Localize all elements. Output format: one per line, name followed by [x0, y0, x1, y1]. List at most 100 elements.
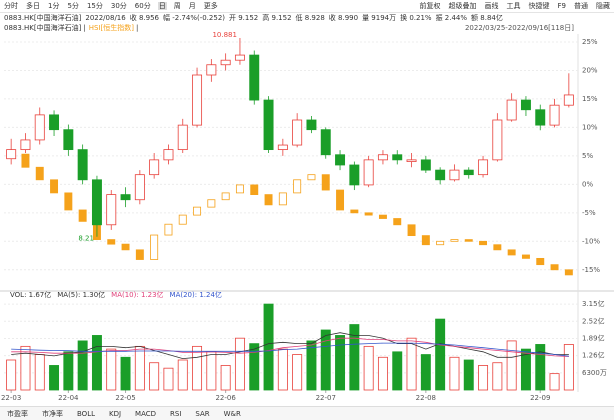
compare-candle [436, 240, 445, 246]
candle-body [420, 159, 431, 171]
candle-body [106, 194, 117, 226]
candle-body [163, 149, 174, 161]
tool-button[interactable]: 快捷键 [528, 2, 550, 10]
compare-candle [364, 212, 373, 216]
volume-bar [535, 344, 546, 391]
tool-button[interactable]: 工具 [506, 2, 521, 10]
volume-bar [549, 373, 560, 391]
candle-body [49, 114, 60, 131]
candle-body [91, 179, 102, 226]
info-line: 0883.HK[中国海洋石油] 2022/08/16 收 8.956 幅 -2.74%… [0, 13, 614, 23]
info-item: 2022/08/16 [85, 14, 126, 22]
readout: MA(20): 1.24亿 [170, 290, 222, 299]
candle-body [63, 129, 74, 151]
compare-candle [50, 179, 59, 194]
info-item: 幅 -2.74%(-0.252) [162, 14, 225, 22]
compare-candle [507, 249, 516, 256]
candle-body [535, 109, 546, 126]
legend-compare[interactable]: HSI[恒生指数] [88, 24, 134, 32]
tool-button[interactable]: 普通 [574, 2, 588, 10]
candle-body [563, 94, 574, 106]
volume-bar [206, 351, 217, 391]
period-tab[interactable]: 60分 [134, 2, 151, 10]
tool-button[interactable]: 超级叠加 [448, 2, 477, 10]
period-tab[interactable]: 30分 [110, 2, 127, 10]
tool-button[interactable]: F9 [557, 2, 566, 10]
tool-button[interactable]: 前复权 [419, 2, 441, 10]
period-tab[interactable]: 周 [173, 2, 181, 10]
info-item: 振 2.44% [435, 14, 468, 22]
indicator-tab[interactable]: SAR [195, 409, 210, 418]
tools: 前复权 超级叠加 画线 工具 快捷键 F9 普通 隐藏 [416, 1, 614, 11]
candle-body [20, 139, 31, 151]
volume-bar [420, 354, 431, 391]
volume-bar [478, 365, 489, 391]
volume-bar [234, 337, 245, 391]
compare-candle [521, 254, 530, 259]
indicator-tab[interactable]: 市净率 [42, 409, 63, 418]
period-tab[interactable]: 日 [157, 2, 167, 10]
volume-bar [406, 337, 417, 391]
period-tab[interactable]: 分时 [4, 2, 18, 10]
candle-body [377, 154, 388, 161]
period-tab[interactable]: 多日 [26, 2, 40, 10]
compare-candle [550, 264, 559, 271]
volume-bar [363, 345, 374, 391]
period-tab[interactable]: 月 [188, 2, 196, 10]
period-tab[interactable]: 更多 [203, 2, 218, 10]
compare-candle [64, 192, 73, 211]
volume-bar [349, 324, 360, 391]
volume-bar [6, 359, 17, 391]
candle-body [192, 74, 203, 126]
compare-candle [564, 269, 573, 276]
y-tick-label: 20% [582, 66, 598, 74]
readout: VOL: 1.67亿 [10, 290, 51, 299]
ma-line [11, 332, 569, 360]
candle-body [134, 174, 145, 201]
volume-bar [292, 354, 303, 391]
indicator-tab[interactable]: 市盈率 [7, 409, 28, 418]
candle-body [520, 99, 531, 111]
x-tick-label: 22-06 [215, 394, 236, 402]
separator: | [135, 24, 139, 32]
separator: | [83, 24, 86, 32]
indicator-tab[interactable]: RSI [170, 409, 182, 418]
period-tab[interactable]: 5分 [67, 2, 79, 10]
chart: 25% 20% 15% 10% 5% 0% -5% -10% -15% 10.881 8.21 VOL… [0, 31, 614, 402]
compare-candle [121, 243, 130, 251]
volume-bar [120, 356, 131, 391]
info-item: 0883.HK[中国海洋石油] [4, 14, 82, 22]
tool-button[interactable]: 画线 [484, 2, 499, 10]
candle-body [392, 154, 403, 161]
period-tab[interactable]: 1分 [48, 2, 60, 10]
compare-candle [264, 194, 273, 206]
info-item: 收 8.956 [129, 14, 159, 22]
readout: MA(10): 1.23亿 [111, 290, 163, 299]
compare-candle [321, 174, 330, 191]
legend-main: 0883.HK[中国海洋石油] [4, 24, 82, 32]
period-tab[interactable]: 15分 [86, 2, 103, 10]
tool-button[interactable]: 隐藏 [596, 2, 610, 10]
volume-bar [520, 348, 531, 391]
y-tick-label: 1.26亿 [582, 351, 605, 360]
compare-candle [193, 206, 202, 216]
indicator-tab[interactable]: KDJ [109, 409, 122, 418]
compare-candle [221, 192, 230, 201]
info-item: 换 0.21% [400, 14, 432, 22]
candle-body [549, 104, 560, 126]
candle-body [149, 159, 160, 176]
candle-body [263, 99, 274, 151]
indicator-tab[interactable]: W&R [223, 409, 241, 418]
volume-bar [335, 335, 346, 391]
compare-candle [536, 257, 545, 266]
volume-bar [263, 303, 274, 391]
volume-bar [435, 318, 446, 391]
y-tick-label: 6300万 [582, 369, 607, 377]
indicator-tab[interactable]: BOLL [77, 409, 95, 418]
candle-body [363, 159, 374, 186]
indicator-tab[interactable]: MACD [135, 409, 157, 418]
volume-bar [463, 359, 474, 391]
volume-bar [177, 359, 188, 391]
date-range: 2022/03/25-2022/09/16[118日] [464, 24, 574, 32]
y-tick-label: 3.15亿 [582, 299, 605, 308]
